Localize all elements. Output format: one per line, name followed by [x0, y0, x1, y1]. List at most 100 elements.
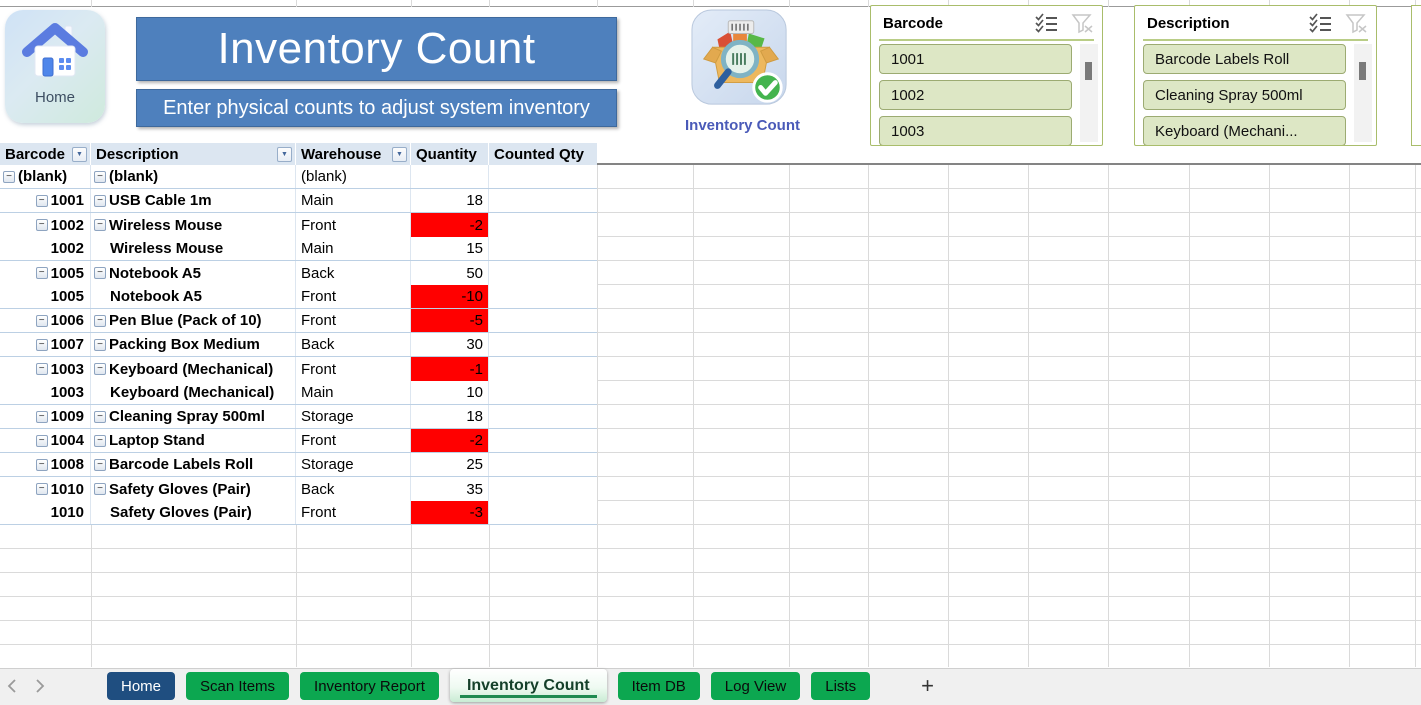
- pivot-cell-warehouse[interactable]: Front: [296, 285, 411, 308]
- sheet-tab-lists[interactable]: Lists: [811, 672, 871, 700]
- column-header-barcode[interactable]: Barcode ▼: [0, 143, 91, 165]
- pivot-cell-warehouse[interactable]: Main: [296, 381, 411, 404]
- pivot-cell-quantity[interactable]: 10: [411, 381, 489, 404]
- collapse-button[interactable]: −: [94, 434, 106, 447]
- pivot-cell-warehouse[interactable]: Front: [296, 213, 411, 237]
- pivot-cell-quantity[interactable]: 25: [411, 453, 489, 476]
- filter-dropdown-description[interactable]: ▼: [277, 146, 292, 162]
- pivot-cell-quantity[interactable]: 15: [411, 237, 489, 260]
- collapse-button[interactable]: −: [94, 363, 106, 375]
- pivot-cell-quantity[interactable]: [411, 165, 489, 188]
- slicer-item[interactable]: 1003: [879, 116, 1072, 145]
- collapse-button[interactable]: −: [94, 314, 106, 327]
- pivot-cell-counted-qty[interactable]: [489, 381, 597, 404]
- slicer-description-scrollbar[interactable]: [1354, 44, 1372, 142]
- scrollbar-thumb[interactable]: [1085, 62, 1092, 80]
- collapse-button[interactable]: −: [94, 219, 106, 231]
- sheet-tab-scan-items[interactable]: Scan Items: [186, 672, 290, 700]
- collapse-button[interactable]: −: [35, 338, 48, 351]
- pivot-cell-counted-qty[interactable]: [489, 309, 597, 332]
- home-button[interactable]: Home: [5, 10, 105, 123]
- collapse-button[interactable]: −: [35, 314, 48, 327]
- pivot-cell-barcode[interactable]: 1005: [0, 285, 91, 308]
- sheet-tab-home[interactable]: Home: [107, 672, 176, 700]
- pivot-cell-description[interactable]: − (blank): [91, 165, 296, 188]
- filter-dropdown-barcode[interactable]: ▼: [72, 146, 87, 162]
- column-header-quantity[interactable]: Quantity: [411, 143, 489, 165]
- pivot-cell-barcode[interactable]: −1004: [0, 429, 91, 452]
- pivot-cell-description[interactable]: Keyboard (Mechanical): [91, 381, 296, 404]
- pivot-cell-quantity[interactable]: -2: [411, 213, 489, 237]
- sheet-tab-item-db[interactable]: Item DB: [617, 672, 700, 700]
- sheet-tab-inventory-report[interactable]: Inventory Report: [300, 672, 439, 700]
- collapse-button[interactable]: −: [94, 458, 106, 471]
- pivot-cell-counted-qty[interactable]: [489, 213, 597, 237]
- pivot-cell-counted-qty[interactable]: [489, 237, 597, 260]
- pivot-cell-warehouse[interactable]: Storage: [296, 405, 411, 428]
- pivot-cell-quantity[interactable]: -1: [411, 357, 489, 381]
- column-header-counted-qty[interactable]: Counted Qty: [489, 143, 597, 165]
- pivot-cell-quantity[interactable]: 35: [411, 477, 489, 501]
- collapse-button[interactable]: −: [94, 267, 106, 279]
- pivot-cell-quantity[interactable]: 30: [411, 333, 489, 356]
- pivot-cell-warehouse[interactable]: Back: [296, 477, 411, 501]
- collapse-button[interactable]: −: [35, 458, 48, 471]
- collapse-button[interactable]: −: [94, 338, 106, 351]
- scrollbar-thumb[interactable]: [1359, 62, 1366, 80]
- multi-select-icon[interactable]: [1034, 13, 1059, 39]
- pivot-cell-warehouse[interactable]: Back: [296, 333, 411, 356]
- pivot-cell-description[interactable]: Safety Gloves (Pair): [91, 501, 296, 524]
- pivot-cell-barcode[interactable]: − (blank): [0, 165, 91, 188]
- slicer-item[interactable]: 1001: [879, 44, 1072, 74]
- nav-left-icon[interactable]: [6, 678, 18, 694]
- column-header-description[interactable]: Description ▼: [91, 143, 296, 165]
- pivot-cell-warehouse[interactable]: Back: [296, 261, 411, 285]
- pivot-cell-description[interactable]: − Packing Box Medium: [91, 333, 296, 356]
- pivot-cell-barcode[interactable]: 1010: [0, 501, 91, 524]
- sheet-tab-inventory-count[interactable]: Inventory Count: [449, 669, 607, 702]
- pivot-cell-barcode[interactable]: 1002: [0, 237, 91, 260]
- pivot-cell-description[interactable]: Wireless Mouse: [91, 237, 296, 260]
- collapse-button[interactable]: −: [94, 194, 106, 207]
- pivot-cell-counted-qty[interactable]: [489, 477, 597, 501]
- pivot-cell-warehouse[interactable]: Main: [296, 189, 411, 212]
- pivot-cell-barcode[interactable]: −1009: [0, 405, 91, 428]
- pivot-cell-barcode[interactable]: −1008: [0, 453, 91, 476]
- pivot-cell-barcode[interactable]: 1003: [0, 381, 91, 404]
- pivot-cell-description[interactable]: − Barcode Labels Roll: [91, 453, 296, 476]
- pivot-cell-counted-qty[interactable]: [489, 285, 597, 308]
- slicer-barcode-scrollbar[interactable]: [1080, 44, 1098, 142]
- pivot-cell-warehouse[interactable]: Storage: [296, 453, 411, 476]
- pivot-cell-counted-qty[interactable]: [489, 333, 597, 356]
- pivot-cell-counted-qty[interactable]: [489, 261, 597, 285]
- pivot-cell-description[interactable]: − Wireless Mouse: [91, 213, 296, 237]
- collapse-button[interactable]: −: [35, 410, 48, 423]
- multi-select-icon[interactable]: [1308, 13, 1333, 39]
- pivot-cell-barcode[interactable]: −1010: [0, 477, 91, 501]
- pivot-cell-barcode[interactable]: −1005: [0, 261, 91, 285]
- collapse-button[interactable]: −: [35, 267, 48, 279]
- pivot-cell-warehouse[interactable]: Front: [296, 357, 411, 381]
- pivot-cell-barcode[interactable]: −1001: [0, 189, 91, 212]
- pivot-cell-quantity[interactable]: -10: [411, 285, 489, 308]
- pivot-cell-warehouse[interactable]: Main: [296, 237, 411, 260]
- pivot-cell-quantity[interactable]: -3: [411, 501, 489, 524]
- pivot-cell-quantity[interactable]: -5: [411, 309, 489, 332]
- collapse-button[interactable]: −: [35, 219, 48, 231]
- collapse-button[interactable]: −: [94, 483, 106, 495]
- pivot-cell-counted-qty[interactable]: [489, 165, 597, 188]
- pivot-cell-quantity[interactable]: -2: [411, 429, 489, 452]
- slicer-item[interactable]: Barcode Labels Roll: [1143, 44, 1346, 74]
- collapse-button[interactable]: −: [94, 170, 106, 183]
- pivot-cell-counted-qty[interactable]: [489, 189, 597, 212]
- pivot-cell-description[interactable]: − Keyboard (Mechanical): [91, 357, 296, 381]
- pivot-cell-counted-qty[interactable]: [489, 429, 597, 452]
- collapse-button[interactable]: −: [35, 363, 48, 375]
- pivot-cell-counted-qty[interactable]: [489, 405, 597, 428]
- pivot-cell-barcode[interactable]: −1006: [0, 309, 91, 332]
- collapse-button[interactable]: −: [35, 483, 48, 495]
- collapse-button[interactable]: −: [35, 194, 48, 207]
- pivot-cell-counted-qty[interactable]: [489, 357, 597, 381]
- pivot-cell-quantity[interactable]: 18: [411, 189, 489, 212]
- clear-filter-icon[interactable]: [1345, 13, 1368, 39]
